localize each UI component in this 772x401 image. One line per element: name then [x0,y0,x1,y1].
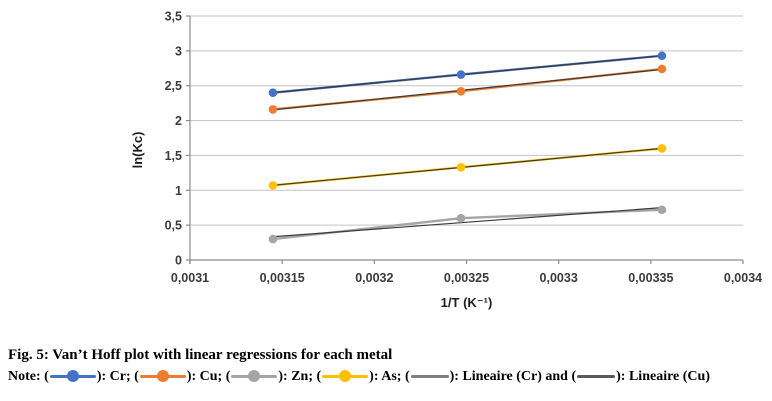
legend-marker-zn [248,370,261,382]
y-axis-title: ln(Kc) [130,132,145,169]
marker-zn-2 [657,205,667,215]
legend-marker-cu [156,370,169,382]
trendline-cr [272,55,662,94]
series-line-zn [271,208,664,241]
trendline-zn [272,207,662,238]
legend-symbol-as [322,369,369,383]
legend-symbol-cr [49,369,96,383]
x-tick-label: 0,0034 [724,271,762,285]
marker-cu-0 [268,105,278,114]
marker-zn-1 [456,213,466,223]
legend-symbol-zn [231,369,278,383]
marker-as-1 [456,162,466,172]
y-tick-label: 2 [175,114,182,128]
legend-marker-cr [66,370,79,382]
x-axis-title: 1/T (K⁻¹) [441,295,493,310]
y-tick-label: 3 [175,44,182,58]
y-tick-label: 1,5 [165,149,182,163]
trendline-as [272,147,662,186]
x-tick-label: 0,0031 [171,271,209,285]
figure-note: Note: (): Cr; (): Cu; (): Zn; (): As; ()… [8,369,710,384]
figure-caption: Fig. 5: Van’t Hoff plot with linear regr… [8,347,393,363]
marker-cr-0 [268,88,278,97]
y-tick-label: 0 [175,254,182,268]
marker-cr-1 [456,70,466,79]
x-tick-label: 0,0033 [540,271,578,285]
x-tick-label: 0,00335 [628,271,673,285]
vant-hoff-chart: 0,0031 0,00315 0,0032 0,00325 0,0033 0,00335 0… [130,10,762,311]
chart-area: 0,0031 0,00315 0,0032 0,00325 0,0033 0,00335 0… [130,10,762,311]
y-tick-label: 2,5 [165,79,182,93]
marker-as-2 [657,144,667,153]
y-tick-label: 3,5 [165,10,182,24]
legend-symbol-lineaire-cu [577,369,616,383]
legend-symbol-cu [139,369,186,383]
marker-cr-2 [657,51,667,61]
marker-as-0 [268,181,278,190]
y-tick-label: 0,5 [165,219,182,233]
x-tick-label: 0,0032 [355,271,393,285]
marker-cu-1 [456,86,466,96]
x-tick-label: 0,00325 [444,271,489,285]
marker-zn-0 [268,234,278,244]
legend-symbol-lineaire-cr [410,369,449,383]
trendline-cu [272,68,662,111]
marker-cu-2 [657,64,667,74]
legend-marker-as [339,370,352,382]
y-tick-label: 1 [175,184,182,198]
x-tick-label: 0,00315 [260,271,305,285]
